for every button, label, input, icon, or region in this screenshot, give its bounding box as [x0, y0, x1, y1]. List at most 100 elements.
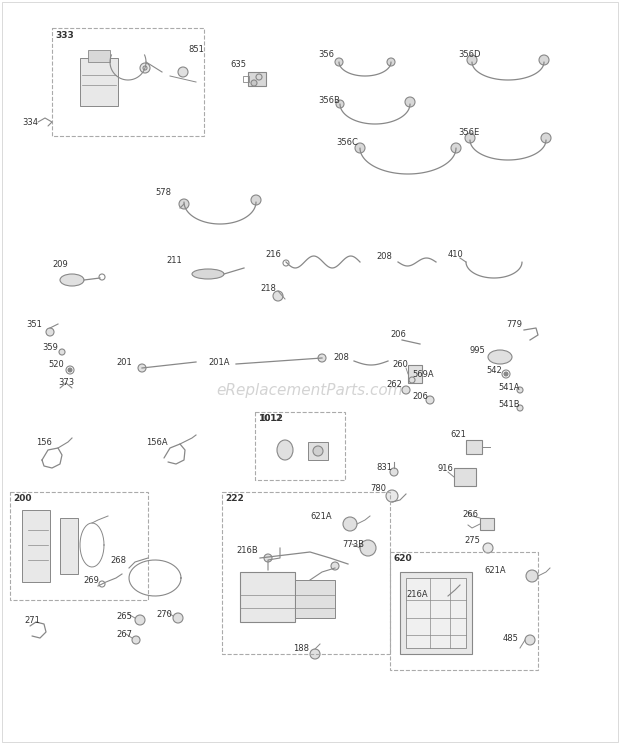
- Circle shape: [173, 613, 183, 623]
- Text: 216A: 216A: [406, 590, 428, 599]
- Circle shape: [135, 615, 145, 625]
- Circle shape: [390, 468, 398, 476]
- Text: 620: 620: [393, 554, 412, 563]
- Text: 356: 356: [318, 50, 334, 59]
- Text: 333: 333: [55, 31, 74, 40]
- Circle shape: [402, 386, 410, 394]
- Circle shape: [46, 328, 54, 336]
- Circle shape: [313, 446, 323, 456]
- Text: 359: 359: [42, 343, 58, 352]
- Text: 262: 262: [386, 380, 402, 389]
- Circle shape: [251, 195, 261, 205]
- Text: 206: 206: [412, 392, 428, 401]
- Text: 201: 201: [116, 358, 131, 367]
- Text: 621A: 621A: [484, 566, 506, 575]
- Bar: [80, 58, 118, 106]
- Circle shape: [178, 67, 188, 77]
- Bar: [406, 578, 466, 648]
- Circle shape: [138, 364, 146, 372]
- Text: 773B: 773B: [342, 540, 364, 549]
- Text: 260: 260: [392, 360, 408, 369]
- Text: 270: 270: [156, 610, 172, 619]
- Text: 188: 188: [293, 644, 309, 653]
- Text: 208: 208: [333, 353, 349, 362]
- Text: eReplacementParts.com: eReplacementParts.com: [216, 382, 404, 397]
- Text: 541A: 541A: [498, 383, 520, 392]
- Text: 995: 995: [470, 346, 485, 355]
- Text: 831: 831: [376, 463, 392, 472]
- Bar: [480, 518, 494, 530]
- Text: 916: 916: [438, 464, 454, 473]
- Circle shape: [318, 354, 326, 362]
- Text: 218: 218: [260, 284, 276, 293]
- Bar: [400, 572, 472, 654]
- Circle shape: [517, 405, 523, 411]
- Circle shape: [517, 387, 523, 393]
- Bar: [52, 28, 204, 136]
- Circle shape: [355, 143, 365, 153]
- Circle shape: [310, 649, 320, 659]
- Bar: [222, 492, 390, 654]
- Circle shape: [132, 636, 140, 644]
- Bar: [60, 518, 78, 574]
- Bar: [308, 442, 328, 460]
- Circle shape: [467, 55, 477, 65]
- Circle shape: [331, 562, 339, 570]
- Text: 542: 542: [486, 366, 502, 375]
- Bar: [88, 50, 110, 62]
- Text: 578: 578: [155, 188, 171, 197]
- Text: 201A: 201A: [208, 358, 229, 367]
- Circle shape: [526, 570, 538, 582]
- Text: 222: 222: [225, 494, 244, 503]
- Text: 1012: 1012: [260, 414, 281, 423]
- Circle shape: [59, 349, 65, 355]
- Circle shape: [335, 58, 343, 66]
- Circle shape: [541, 133, 551, 143]
- Bar: [248, 72, 266, 86]
- Text: 334: 334: [22, 118, 38, 127]
- Text: 265: 265: [116, 612, 132, 621]
- Text: 356B: 356B: [318, 96, 340, 105]
- Text: 635: 635: [230, 60, 246, 69]
- Text: 209: 209: [52, 260, 68, 269]
- Ellipse shape: [192, 269, 224, 279]
- Bar: [390, 552, 538, 670]
- Bar: [255, 412, 345, 480]
- Text: 268: 268: [110, 556, 126, 565]
- Ellipse shape: [277, 440, 293, 460]
- Text: 275: 275: [464, 536, 480, 545]
- Circle shape: [179, 199, 189, 209]
- Text: 621A: 621A: [310, 512, 332, 521]
- Text: 541B: 541B: [498, 400, 520, 409]
- Text: 356D: 356D: [458, 50, 480, 59]
- Bar: [454, 468, 476, 486]
- Text: 216B: 216B: [236, 546, 258, 555]
- Circle shape: [336, 100, 344, 108]
- Text: 208: 208: [376, 252, 392, 261]
- Circle shape: [465, 133, 475, 143]
- Text: 267: 267: [116, 630, 132, 639]
- Text: 356C: 356C: [336, 138, 358, 147]
- Text: 621: 621: [450, 430, 466, 439]
- Ellipse shape: [488, 350, 512, 364]
- Circle shape: [343, 517, 357, 531]
- Bar: [466, 440, 482, 454]
- Text: 211: 211: [166, 256, 182, 265]
- Circle shape: [140, 63, 150, 73]
- Circle shape: [360, 540, 376, 556]
- Text: 410: 410: [448, 250, 464, 259]
- Text: 780: 780: [370, 484, 386, 493]
- Text: 206: 206: [390, 330, 406, 339]
- Text: 351: 351: [26, 320, 42, 329]
- Text: 271: 271: [24, 616, 40, 625]
- Text: 156A: 156A: [146, 438, 167, 447]
- Circle shape: [387, 58, 395, 66]
- Circle shape: [386, 490, 398, 502]
- Text: 485: 485: [503, 634, 519, 643]
- Circle shape: [405, 97, 415, 107]
- Circle shape: [273, 291, 283, 301]
- Bar: [408, 365, 422, 383]
- Text: 851: 851: [188, 45, 204, 54]
- Circle shape: [539, 55, 549, 65]
- Circle shape: [483, 543, 493, 553]
